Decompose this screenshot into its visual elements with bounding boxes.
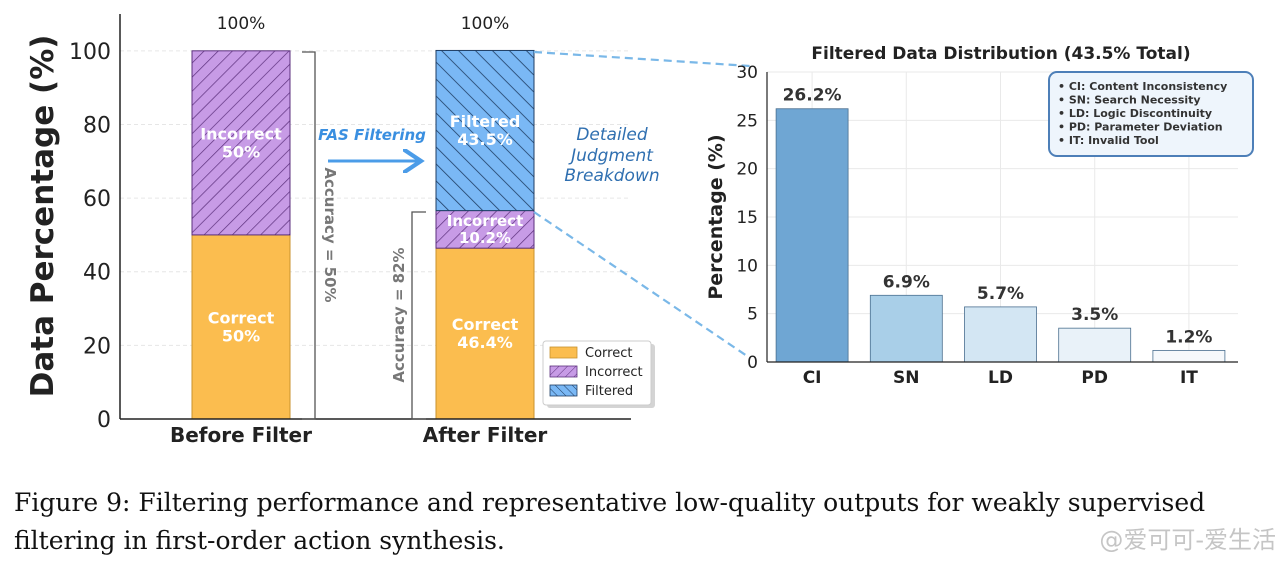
- legend-swatch-correct: [549, 346, 578, 359]
- watermark: @爱可可-爱生活: [1099, 526, 1276, 554]
- legend-swatch-incorrect: [549, 365, 578, 378]
- data-label-ci: 26.2%: [783, 86, 842, 106]
- right-legend: • CI: Content Inconsistency• SN: Search …: [1048, 71, 1254, 157]
- bar-segment-label-incorrect: Incorrect: [200, 124, 282, 143]
- data-label-sn: 6.9%: [883, 272, 930, 292]
- breakdown-line-1: Detailed: [576, 125, 648, 145]
- x-tick-label-sn: SN: [893, 368, 919, 388]
- data-label-pd: 3.5%: [1071, 305, 1118, 325]
- legend-label-correct: Correct: [585, 346, 632, 361]
- bar-ci: [775, 108, 849, 363]
- right-legend-entry: • SN: Search Necessity: [1058, 94, 1201, 107]
- legend-label-incorrect: Incorrect: [585, 365, 643, 380]
- right-y-tick-label: 25: [736, 111, 758, 131]
- accuracy-bracket-after: [411, 211, 426, 420]
- left-y-ticks: 0 20 40 60 80 100: [69, 40, 111, 433]
- x-tick-label-ci: CI: [803, 368, 822, 388]
- breakdown-line-3: Breakdown: [564, 166, 659, 186]
- accuracy-label-before: Accuracy = 50%: [321, 167, 339, 302]
- figure-caption: Figure 9: Filtering performance and repr…: [14, 488, 1206, 555]
- right-legend-entry: • PD: Parameter Deviation: [1058, 121, 1223, 134]
- data-label-it: 1.2%: [1165, 327, 1212, 347]
- right-y-tick-label: 0: [747, 353, 758, 373]
- bar-pd: [1058, 327, 1132, 363]
- bar-segment-label-filtered: Filtered: [450, 112, 521, 131]
- bar-segment-incorrect: [435, 210, 535, 249]
- x-tick-label-ld: LD: [988, 368, 1013, 388]
- right-y-axis-label: Percentage (%): [705, 134, 727, 299]
- connector-line-bottom: [533, 211, 751, 359]
- bar-segment-label-correct: Correct: [208, 309, 275, 328]
- bar-segment-label-incorrect: 10.2%: [459, 229, 511, 247]
- bar-segment-label-filtered: 43.5%: [457, 130, 513, 149]
- accuracy-label-after: Accuracy = 82%: [390, 247, 408, 382]
- left-legend: Correct Incorrect Filtered: [542, 340, 655, 408]
- left-y-tick-label: 0: [97, 408, 111, 433]
- left-y-tick-label: 20: [83, 334, 111, 359]
- right-y-tick-label: 10: [736, 256, 758, 276]
- breakdown-line-2: Judgment: [568, 146, 654, 166]
- x-tick-label-it: IT: [1180, 368, 1198, 388]
- bar-segment-incorrect: [191, 50, 291, 236]
- right-bars: [775, 108, 1226, 363]
- x-tick-label-pd: PD: [1081, 368, 1108, 388]
- right-y-tick-label: 5: [747, 305, 758, 325]
- right-legend-entry: • LD: Logic Discontinuity: [1058, 107, 1212, 120]
- bar-sn: [869, 294, 943, 363]
- left-stacked-bars: [191, 49, 535, 420]
- right-legend-entry: • IT: Invalid Tool: [1058, 134, 1159, 147]
- right-chart-title: Filtered Data Distribution (43.5% Total): [811, 44, 1190, 64]
- total-label-after: 100%: [461, 14, 510, 34]
- left-y-tick-label: 80: [83, 113, 111, 138]
- bar-it: [1152, 349, 1226, 363]
- right-y-tick-label: 20: [736, 160, 758, 180]
- total-label-before: 100%: [217, 14, 266, 34]
- accuracy-bracket-before: [302, 51, 316, 420]
- left-y-axis-label: Data Percentage (%): [25, 35, 61, 398]
- data-label-ld: 5.7%: [977, 284, 1024, 304]
- fas-filtering-label: FAS Filtering: [318, 126, 426, 144]
- bar-segment-label-incorrect: Incorrect: [447, 212, 524, 230]
- right-data-labels: 26.2% 6.9% 5.7% 3.5% 1.2%: [783, 86, 1213, 348]
- x-tick-label-after-filter: After Filter: [423, 423, 548, 447]
- bar-segment-label-correct: 50%: [222, 327, 260, 346]
- bar-segment-label-correct: 46.4%: [457, 333, 513, 352]
- connector-line-top: [533, 50, 751, 68]
- bar-segment-correct: [191, 234, 291, 420]
- bar-segment-filtered: [435, 49, 535, 212]
- right-y-ticks: 0 5 10 15 20 25 30: [736, 63, 758, 373]
- left-y-tick-label: 100: [69, 40, 111, 65]
- right-y-tick-label: 30: [736, 63, 758, 83]
- bar-segment-label-correct: Correct: [452, 315, 519, 334]
- bar-ld: [964, 306, 1037, 363]
- legend-label-filtered: Filtered: [585, 384, 633, 399]
- right-x-tick-labels: CI SN LD PD IT: [803, 368, 1199, 388]
- bar-segment-correct: [435, 247, 535, 420]
- right-legend-entry: • CI: Content Inconsistency: [1058, 80, 1227, 93]
- bar-segment-label-incorrect: 50%: [222, 142, 260, 161]
- left-y-tick-label: 40: [83, 261, 111, 286]
- x-tick-label-before-filter: Before Filter: [170, 423, 312, 447]
- left-segment-labels: Correct50%Incorrect50%Correct46.4%Incorr…: [200, 112, 523, 352]
- right-y-tick-label: 15: [736, 208, 758, 228]
- legend-swatch-filtered: [549, 384, 578, 397]
- left-y-tick-label: 60: [83, 187, 111, 212]
